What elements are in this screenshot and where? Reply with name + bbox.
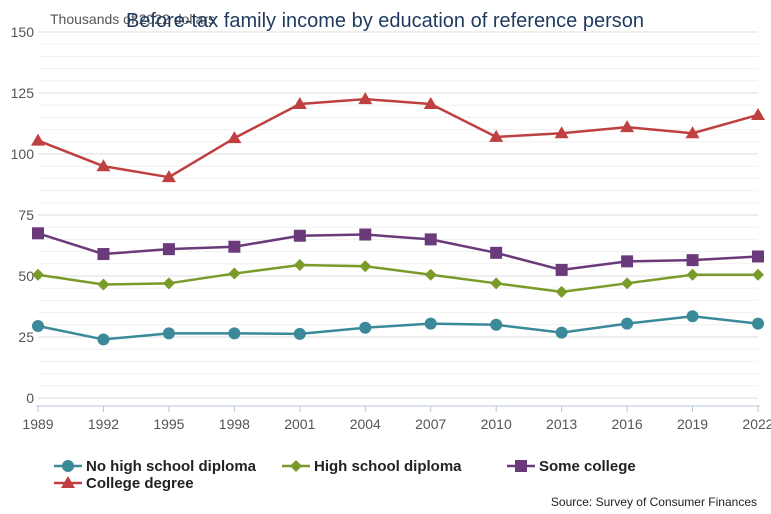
x-tick-label: 2016: [612, 416, 643, 432]
x-tick-label: 2022: [742, 416, 771, 432]
legend-marker: [61, 476, 75, 488]
data-point: [685, 126, 700, 139]
legend-label: Some college: [539, 458, 636, 475]
data-point: [554, 126, 569, 139]
data-point: [358, 92, 373, 105]
data-point: [161, 170, 176, 183]
data-point: [621, 317, 634, 330]
data-point: [751, 107, 765, 120]
data-point: [293, 229, 306, 242]
gridlines: [38, 31, 758, 399]
data-point: [96, 159, 111, 172]
data-point: [162, 327, 175, 340]
data-point: [752, 250, 764, 263]
data-point: [32, 227, 44, 240]
data-point: [359, 321, 372, 334]
series-layer: [31, 92, 765, 346]
y-tick-label: 0: [26, 390, 34, 406]
data-point: [424, 268, 437, 281]
y-tick-label: 25: [18, 329, 34, 345]
data-point: [32, 320, 44, 333]
data-point: [686, 268, 699, 281]
legend-item-some-college: Some college: [507, 458, 636, 475]
y-tick-label: 150: [11, 24, 35, 40]
legend-item-college-degree: College degree: [54, 475, 194, 492]
series-some-college: [32, 227, 764, 276]
legend-label: High school diploma: [314, 458, 462, 475]
data-point: [686, 254, 699, 267]
data-point: [621, 277, 634, 290]
data-point: [752, 317, 764, 330]
x-tick-label: 1989: [22, 416, 53, 432]
y-tick-label: 125: [11, 85, 35, 101]
legend-marker: [290, 460, 302, 472]
x-tick-label: 1992: [88, 416, 119, 432]
data-point: [423, 96, 438, 109]
data-point: [162, 277, 175, 290]
series-line: [37, 315, 759, 341]
data-point: [359, 260, 372, 273]
data-point: [686, 310, 699, 323]
x-tick-label: 2019: [677, 416, 708, 432]
series-high-school-diploma: [32, 259, 764, 298]
data-point: [490, 246, 503, 259]
data-point: [32, 268, 44, 281]
series-no-high-school-diploma: [32, 310, 764, 346]
y-axis-label: Thousands of 2022 dollars: [50, 11, 215, 27]
chart-title: Before-tax family income by education of…: [126, 10, 644, 32]
legend: No high school diploma High school diplom…: [54, 458, 636, 492]
data-point: [489, 129, 504, 142]
x-tick-label: 2004: [350, 416, 381, 432]
legend-marker: [62, 460, 74, 472]
x-tick-label: 2007: [415, 416, 446, 432]
x-tick-label: 1998: [219, 416, 250, 432]
data-point: [293, 327, 306, 340]
y-tick-label: 75: [18, 207, 34, 223]
data-point: [490, 318, 503, 331]
series-college-degree: [31, 92, 765, 183]
y-tick-label: 50: [18, 268, 34, 284]
x-tick-label: 2001: [284, 416, 315, 432]
data-point: [555, 263, 568, 276]
series-line: [37, 97, 759, 179]
data-point: [97, 333, 110, 346]
source-note: Source: Survey of Consumer Finances: [551, 495, 757, 509]
data-point: [293, 259, 306, 272]
data-point: [228, 267, 241, 280]
data-point: [555, 326, 568, 339]
data-point: [621, 255, 634, 268]
legend-item-no-high-school-diploma: No high school diploma: [54, 458, 257, 475]
axes: 0 25 50 75 100 125 150 1989 1992 1995 1998 2001 2004…: [11, 24, 771, 432]
data-point: [292, 96, 307, 109]
legend-marker: [515, 460, 527, 472]
data-point: [162, 243, 175, 256]
x-tick-label: 2010: [481, 416, 512, 432]
data-point: [490, 277, 503, 290]
legend-label: No high school diploma: [86, 458, 257, 475]
data-point: [228, 240, 241, 253]
data-point: [228, 327, 241, 340]
data-point: [424, 233, 437, 246]
data-point: [752, 268, 764, 281]
series-line: [37, 263, 758, 294]
data-point: [620, 120, 635, 133]
data-point: [227, 131, 242, 144]
data-point: [555, 285, 568, 298]
x-tick-label: 2013: [546, 416, 577, 432]
data-point: [424, 317, 437, 330]
data-point: [359, 228, 372, 241]
series-line: [37, 232, 759, 272]
x-tick-label: 1995: [153, 416, 184, 432]
legend-item-high-school-diploma: High school diploma: [282, 458, 462, 475]
data-point: [97, 248, 110, 261]
data-point: [97, 278, 110, 291]
data-point: [31, 133, 45, 146]
y-tick-label: 100: [11, 146, 35, 162]
legend-label: College degree: [86, 475, 194, 492]
